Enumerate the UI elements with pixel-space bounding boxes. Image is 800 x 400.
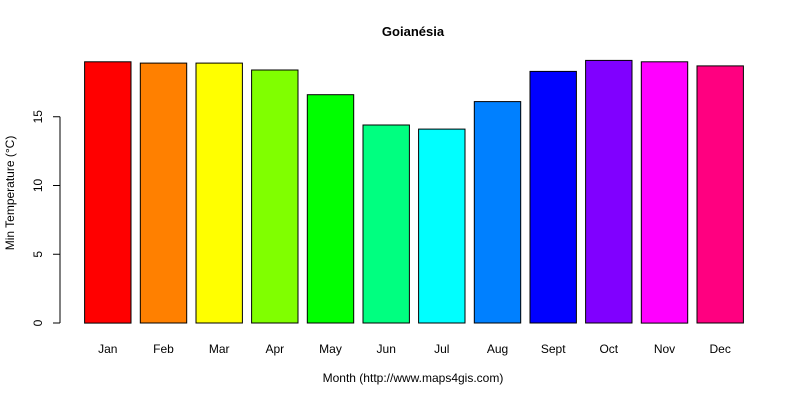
x-tick-label: Mar — [209, 342, 230, 356]
chart-title: Goianésia — [382, 24, 445, 39]
bar-dec — [696, 65, 744, 324]
bars-group — [84, 59, 744, 324]
x-tick-label: Nov — [654, 342, 675, 356]
bar-may — [306, 94, 355, 324]
x-tick-label: Dec — [710, 342, 731, 356]
x-tick-label: Apr — [265, 342, 284, 356]
bar-oct — [585, 59, 633, 324]
bar-feb — [139, 62, 188, 324]
x-tick-label: Jul — [434, 342, 449, 356]
x-tick-label: Feb — [153, 342, 174, 356]
x-tick-label: Jun — [377, 342, 396, 356]
bar-jan — [84, 61, 132, 324]
y-tick-label: 0 — [31, 319, 45, 326]
bar-nov — [640, 61, 689, 324]
bar-mar — [195, 62, 243, 324]
x-tick-label: Oct — [599, 342, 618, 356]
x-axis-label: Month (http://www.maps4gis.com) — [323, 371, 504, 385]
bar-aug — [473, 101, 522, 324]
y-tick-label: 15 — [31, 110, 45, 124]
y-axis-label: Min Temperature (°C) — [3, 136, 17, 251]
x-tick-label: Aug — [487, 342, 508, 356]
y-axis: 0 5 10 15 — [31, 110, 61, 326]
bar-jul — [418, 128, 466, 324]
x-tick-label: May — [319, 342, 342, 356]
bar-sept — [529, 70, 577, 324]
y-tick-label: 5 — [31, 251, 45, 258]
y-tick-label: 10 — [31, 179, 45, 193]
bar-apr — [251, 69, 299, 324]
x-tick-label: Sept — [541, 342, 566, 356]
bar-jun — [362, 124, 410, 324]
x-tick-label: Jan — [98, 342, 117, 356]
x-tick-labels: Jan Feb Mar Apr May Jun Jul Aug Sept Oct Nov Dec — [98, 342, 731, 356]
